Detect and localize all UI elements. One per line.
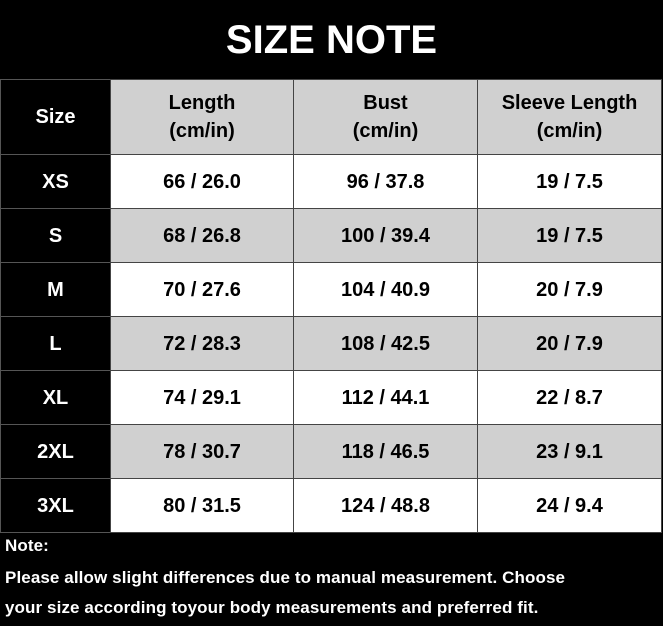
- value-cell: 72 / 28.3: [110, 316, 294, 371]
- value-cell: 124 / 48.8: [293, 478, 478, 533]
- value-cell: 80 / 31.5: [110, 478, 294, 533]
- header-unit: (cm/in): [352, 120, 419, 142]
- title: SIZE NOTE: [225, 18, 438, 62]
- value-cell: 19 / 7.5: [477, 154, 662, 209]
- header-unit: (cm/in): [536, 120, 603, 142]
- header-unit: (cm/in): [169, 120, 235, 142]
- value-cell: 22 / 8.7: [477, 370, 662, 425]
- header-label: Size: [35, 106, 76, 128]
- value-cell: 100 / 39.4: [293, 208, 478, 263]
- value-cell: 118 / 46.5: [293, 424, 478, 479]
- value-cell: 68 / 26.8: [110, 208, 294, 263]
- size-cell: S: [0, 208, 111, 263]
- value-cell: 96 / 37.8: [293, 154, 478, 209]
- value-cell: 24 / 9.4: [477, 478, 662, 533]
- header-cell: Bust (cm/in): [293, 79, 478, 155]
- value-cell: 112 / 44.1: [293, 370, 478, 425]
- value-cell: 78 / 30.7: [110, 424, 294, 479]
- value-cell: 74 / 29.1: [110, 370, 294, 425]
- value-cell: 108 / 42.5: [293, 316, 478, 371]
- note-label: Note:: [5, 536, 49, 555]
- header-label: Length: [168, 92, 236, 114]
- size-cell: XL: [0, 370, 111, 425]
- value-cell: 23 / 9.1: [477, 424, 662, 479]
- value-cell: 20 / 7.9: [477, 262, 662, 317]
- size-cell: XS: [0, 154, 111, 209]
- header-cell: Length (cm/in): [110, 79, 294, 155]
- header-label: Sleeve Length: [501, 92, 638, 114]
- size-cell: M: [0, 262, 111, 317]
- size-cell: L: [0, 316, 111, 371]
- value-cell: 19 / 7.5: [477, 208, 662, 263]
- value-cell: 66 / 26.0: [110, 154, 294, 209]
- note-line: Please allow slight differences due to m…: [5, 568, 566, 587]
- size-cell: 3XL: [0, 478, 111, 533]
- header-cell: Size: [0, 79, 111, 155]
- value-cell: 70 / 27.6: [110, 262, 294, 317]
- value-cell: 104 / 40.9: [293, 262, 478, 317]
- note-line: your size according toyour body measurem…: [5, 598, 539, 617]
- value-cell: 20 / 7.9: [477, 316, 662, 371]
- header-cell: Sleeve Length (cm/in): [477, 79, 662, 155]
- size-cell: 2XL: [0, 424, 111, 479]
- header-label: Bust: [363, 92, 408, 114]
